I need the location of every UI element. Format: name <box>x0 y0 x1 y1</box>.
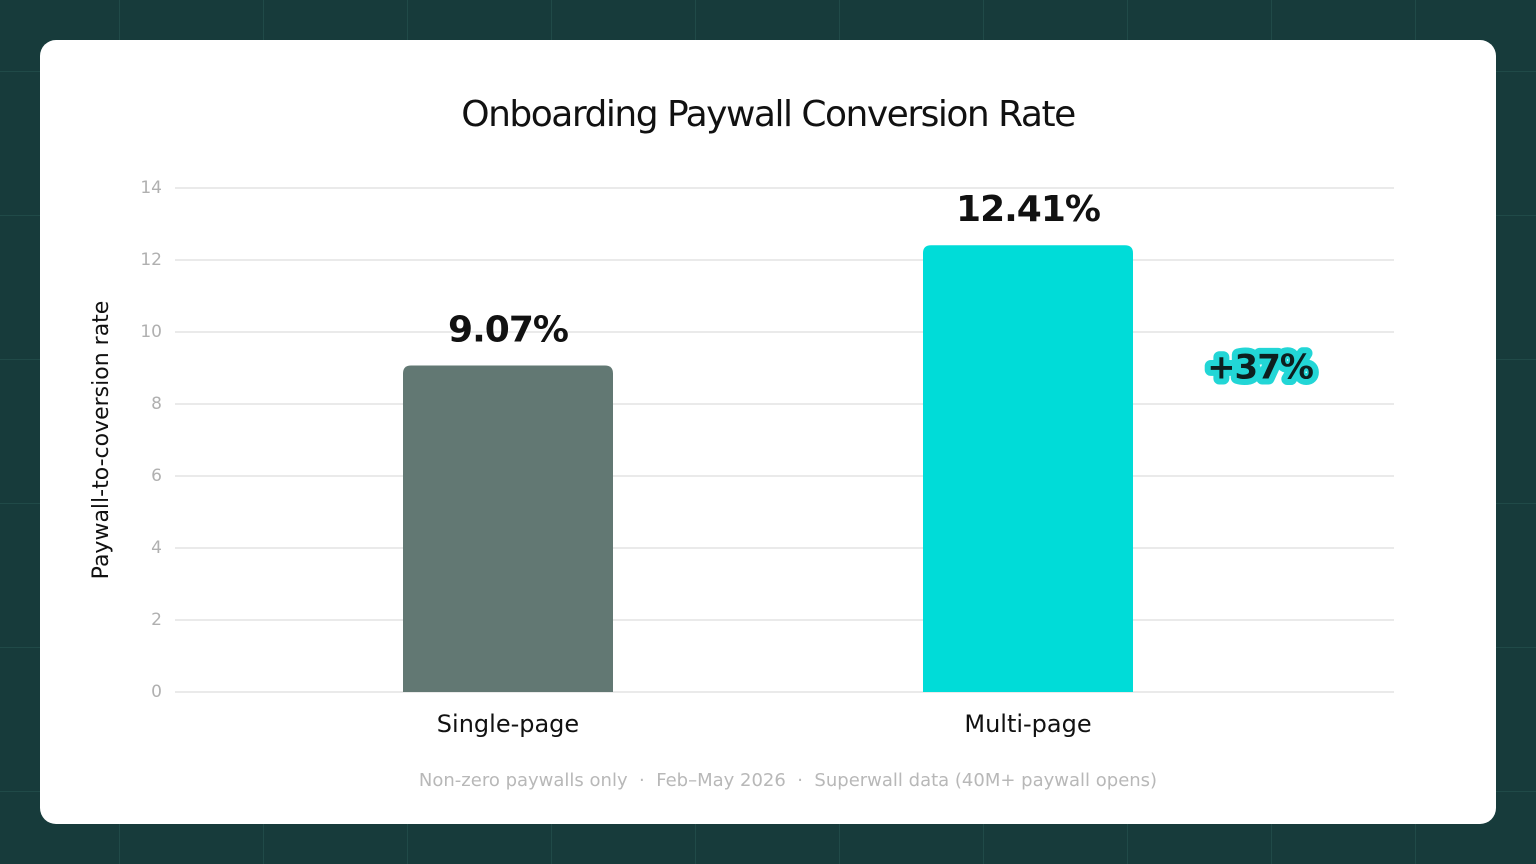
y-tick-label: 4 <box>151 538 162 558</box>
y-tick-label: 6 <box>151 466 162 486</box>
annotation: +37% <box>1207 348 1313 388</box>
bar <box>923 245 1133 693</box>
y-tick-label: 2 <box>151 610 162 630</box>
x-tick-label: Multi-page <box>964 710 1091 738</box>
value-label: 12.41% <box>956 189 1100 230</box>
y-tick-label: 8 <box>151 394 162 414</box>
y-tick-label: 12 <box>140 250 162 270</box>
card <box>40 40 1496 824</box>
y-tick-label: 14 <box>140 178 162 198</box>
chart-title: Onboarding Paywall Conversion Rate <box>461 94 1075 135</box>
y-axis-label: Paywall-to-coversion rate <box>89 301 114 580</box>
bar <box>403 365 613 692</box>
x-tick-label: Single-page <box>437 710 579 738</box>
value-label: 9.07% <box>448 309 568 350</box>
y-tick-label: 0 <box>151 682 162 702</box>
y-tick-label: 10 <box>140 322 162 342</box>
footnote: Non-zero paywalls only · Feb–May 2026 · … <box>419 770 1157 791</box>
